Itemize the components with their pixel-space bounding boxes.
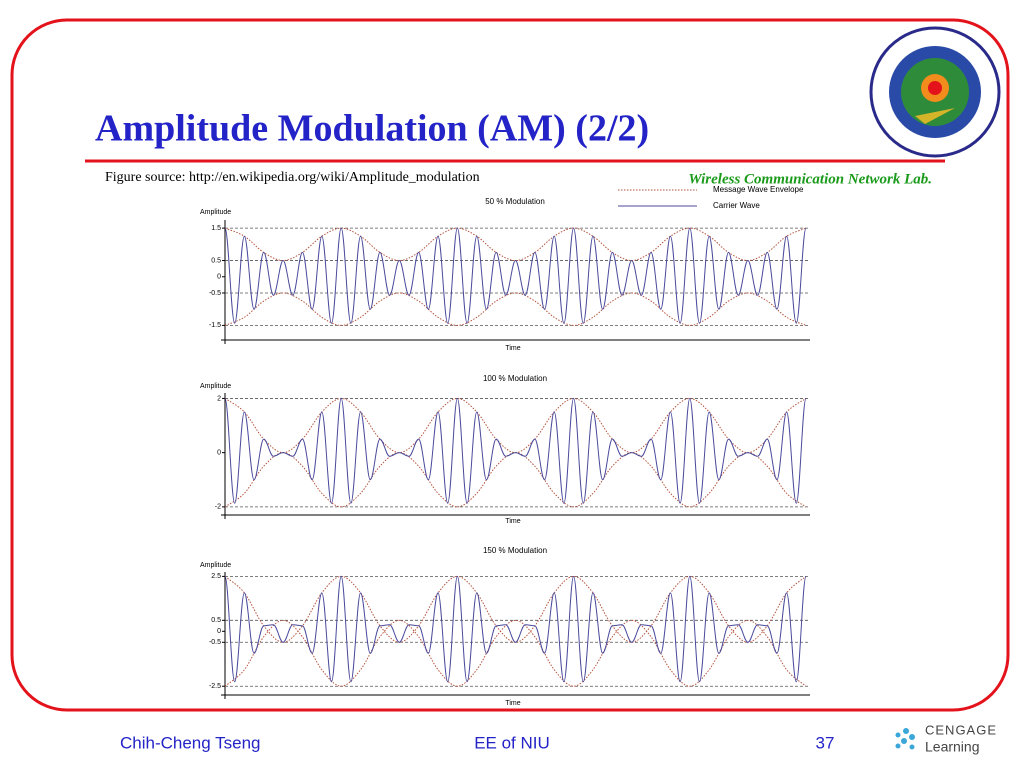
legend-label: Message Wave Envelope bbox=[713, 185, 804, 194]
y-tick-label: 0 bbox=[217, 449, 221, 456]
envelope-line bbox=[224, 397, 807, 454]
x-axis-label: Time bbox=[505, 518, 520, 525]
x-axis-label: Time bbox=[505, 345, 520, 352]
slide-title: Amplitude Modulation (AM) (2/2) bbox=[95, 108, 649, 150]
carrier-line bbox=[224, 575, 807, 683]
y-tick-label: 0 bbox=[217, 274, 221, 281]
y-tick-label: 0.5 bbox=[211, 617, 221, 624]
footer-dept: EE of NIU bbox=[474, 733, 550, 752]
page-number: 37 bbox=[816, 733, 835, 752]
slide-border bbox=[10, 18, 1010, 712]
envelope-line bbox=[224, 575, 807, 643]
legend-label: Carrier Wave bbox=[713, 201, 760, 210]
university-logo bbox=[869, 26, 1001, 158]
y-tick-label: 2.5 bbox=[211, 573, 221, 580]
envelope-line bbox=[224, 227, 807, 262]
figure-source: Figure source: http://en.wikipedia.org/w… bbox=[105, 170, 480, 185]
y-tick-label: -1.5 bbox=[209, 322, 221, 329]
y-tick-label: -2.5 bbox=[209, 683, 221, 690]
lab-name: Wireless Communication Network Lab. bbox=[688, 171, 932, 187]
carrier-line bbox=[224, 397, 807, 504]
brand-name: CENGAGE bbox=[925, 722, 997, 737]
chart-title: 150 % Modulation bbox=[483, 546, 547, 555]
y-tick-label: -2 bbox=[215, 504, 221, 511]
envelope-line bbox=[224, 452, 807, 508]
y-tick-label: -0.5 bbox=[209, 290, 221, 297]
y-tick-label: 0.5 bbox=[211, 257, 221, 264]
y-axis-label: Amplitude bbox=[200, 383, 231, 390]
envelope-line bbox=[224, 292, 807, 326]
footer-author: Chih-Cheng Tseng bbox=[120, 733, 261, 752]
y-axis-label: Amplitude bbox=[200, 562, 231, 569]
y-tick-label: -0.5 bbox=[209, 639, 221, 646]
x-axis-label: Time bbox=[505, 700, 520, 707]
cengage-logo bbox=[895, 728, 915, 750]
y-axis-label: Amplitude bbox=[200, 209, 231, 216]
chart-title: 100 % Modulation bbox=[483, 374, 547, 383]
y-tick-label: 2 bbox=[217, 395, 221, 402]
charts: 50 % Modulation Amplitude Time 1.5 0.5 0 -0.5 -… bbox=[200, 185, 810, 707]
chart-title: 50 % Modulation bbox=[485, 197, 545, 206]
y-tick-label: 0 bbox=[217, 628, 221, 635]
carrier-line bbox=[224, 227, 807, 324]
envelope-line bbox=[224, 619, 807, 687]
y-tick-label: 1.5 bbox=[211, 225, 221, 232]
brand-subname: Learning bbox=[925, 739, 980, 755]
